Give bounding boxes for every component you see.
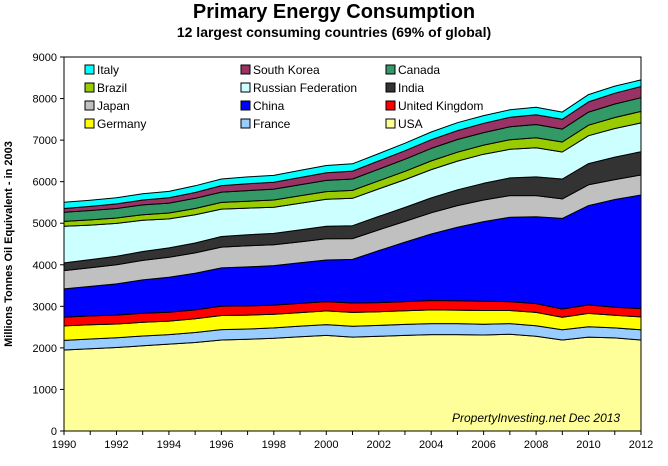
y-tick-label: 6000 (33, 177, 57, 189)
legend-label-brazil: Brazil (97, 81, 127, 95)
chart-title: Primary Energy Consumption (192, 1, 476, 23)
legend-label-russian-federation: Russian Federation (253, 81, 357, 95)
y-tick-label: 9000 (33, 52, 57, 64)
x-tick-label: 1994 (157, 439, 181, 451)
x-tick-label: 2000 (314, 439, 338, 451)
x-tick-label: 1992 (104, 439, 128, 451)
legend-swatch-india (385, 82, 396, 93)
legend-swatch-japan (84, 100, 95, 111)
x-tick-label: 2006 (471, 439, 495, 451)
legend-label-south-korea: South Korea (253, 63, 320, 77)
x-tick-label: 2010 (576, 439, 600, 451)
legend-label-china: China (253, 99, 285, 113)
legend-swatch-south-korea (240, 64, 251, 75)
chart-credit: PropertyInvesting.net Dec 2013 (452, 411, 620, 425)
x-tick-label: 2012 (629, 439, 653, 451)
legend-label-usa: USA (398, 117, 423, 131)
legend-label-germany: Germany (97, 117, 146, 131)
legend-label-canada: Canada (398, 63, 440, 77)
area-series-layer (63, 79, 642, 432)
y-tick-label: 5000 (33, 218, 57, 230)
y-tick-label: 4000 (33, 260, 57, 272)
y-tick-label: 0 (51, 426, 57, 438)
y-tick-label: 2000 (33, 343, 57, 355)
x-tick-label: 1996 (209, 439, 233, 451)
axis-ticks: 0 1000 2000 3000 4000 5000 6000 7000 8000 9000 199… (33, 52, 654, 451)
legend-label-united-kingdom: United Kingdom (398, 99, 483, 113)
legend: Italy South Korea Canada Brazil Russian Fede… (84, 63, 483, 131)
legend-swatch-usa (385, 118, 396, 129)
y-tick-label: 7000 (33, 135, 57, 147)
legend-label-italy: Italy (97, 63, 119, 77)
legend-label-india: India (398, 81, 424, 95)
legend-swatch-germany (84, 118, 95, 129)
x-tick-label: 2004 (419, 439, 443, 451)
legend-swatch-russian-federation (240, 82, 251, 93)
legend-swatch-italy (84, 64, 95, 75)
legend-swatch-canada (385, 64, 396, 75)
y-tick-label: 8000 (33, 94, 57, 106)
x-tick-label: 2002 (366, 439, 390, 451)
y-tick-label: 1000 (33, 384, 57, 396)
legend-swatch-china (240, 100, 251, 111)
legend-swatch-france (240, 118, 251, 129)
x-tick-label: 1990 (52, 439, 76, 451)
y-axis-label: Millions Tonnes Oil Equivalent - in 2003 (3, 141, 15, 347)
x-tick-label: 2008 (524, 439, 548, 451)
legend-label-japan: Japan (97, 99, 130, 113)
legend-swatch-brazil (84, 82, 95, 93)
legend-swatch-united-kingdom (385, 100, 396, 111)
legend-label-france: France (253, 117, 291, 131)
y-tick-label: 3000 (33, 301, 57, 313)
x-tick-label: 1998 (262, 439, 286, 451)
chart-subtitle: 12 largest consuming countries (69% of g… (176, 24, 492, 40)
